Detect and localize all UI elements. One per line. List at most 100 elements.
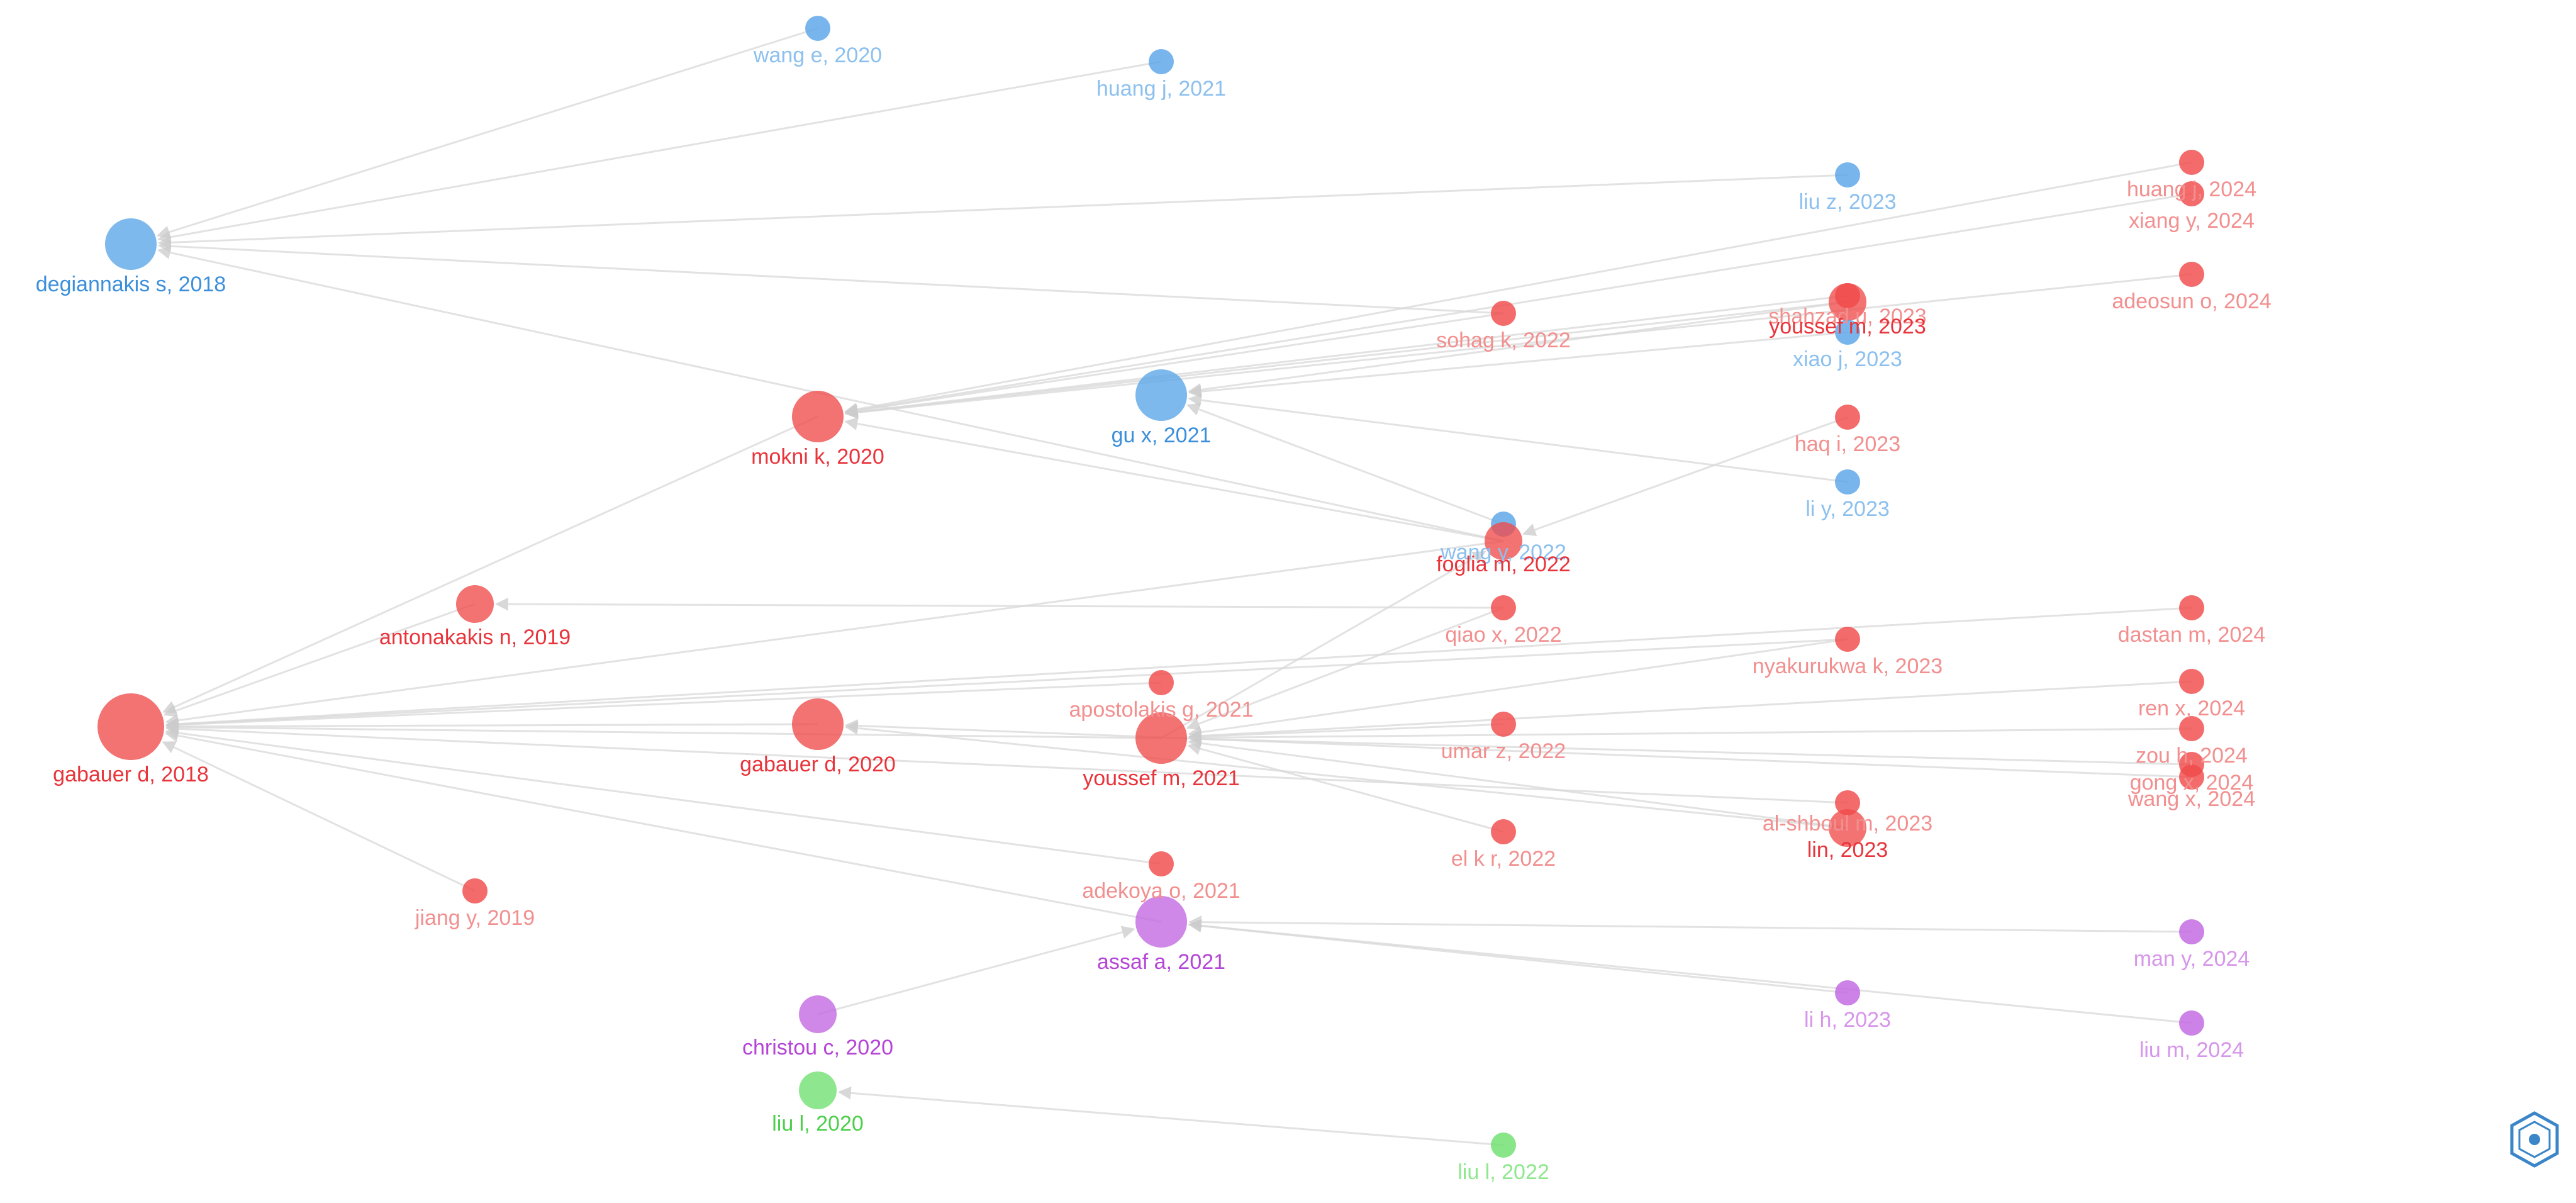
node-foglia2022[interactable] [1485, 522, 1522, 560]
node-label-gabauer2020: gabauer d, 2020 [740, 753, 896, 776]
citation-edge [1188, 919, 2192, 1024]
node-wangx2024[interactable] [2179, 764, 2204, 790]
citation-edge [157, 239, 1504, 315]
node-label-many2024: man y, 2024 [2134, 947, 2250, 971]
node-label-xiaoj2023: xiao j, 2023 [1793, 347, 1902, 371]
node-label-huangj2021: huang j, 2021 [1096, 77, 1226, 101]
node-christou2020[interactable] [799, 995, 837, 1033]
node-label-apostolakis2021: apostolakis g, 2021 [1069, 698, 1254, 722]
node-label-jiangy2019: jiang y, 2019 [415, 906, 535, 930]
citation-edge [844, 721, 1848, 829]
node-liul2020[interactable] [799, 1072, 837, 1109]
citation-edge [165, 681, 1162, 732]
node-lin2023[interactable] [1829, 809, 1866, 847]
citation-edge [162, 741, 476, 892]
node-nyakurukwa2023[interactable] [1835, 627, 1860, 652]
node-label-gux2021: gu x, 2021 [1112, 423, 1212, 447]
node-label-mokni2020: mokni k, 2020 [751, 445, 884, 469]
node-label-wange2020: wang e, 2020 [753, 43, 882, 67]
node-degiannakis2018[interactable] [105, 218, 157, 270]
node-jiangy2019[interactable] [462, 878, 488, 904]
citation-edge [1188, 727, 2192, 744]
label-layer: wang e, 2020 huang j, 2021 degiannakis s, … [36, 43, 2272, 1184]
node-liuz2023[interactable] [1835, 162, 1860, 187]
node-label-haqi2023: haq i, 2023 [1795, 432, 1900, 456]
node-label-adeosun2024: adeosun o, 2024 [2112, 289, 2271, 313]
citation-edge [165, 726, 1162, 865]
node-gux2021[interactable] [1135, 369, 1187, 421]
node-qiaox2022[interactable] [1491, 595, 1516, 620]
node-label-huang2024: huang j, 2024 [2127, 177, 2256, 201]
node-haqi2023[interactable] [1835, 405, 1860, 430]
node-gabauer2018[interactable] [98, 693, 164, 760]
citation-edge [1188, 638, 1848, 739]
citation-edge [1188, 723, 1504, 743]
citation-edge [844, 417, 1504, 542]
node-apostolakis2021[interactable] [1149, 670, 1174, 695]
citation-edge [1186, 403, 1504, 525]
citation-edge [817, 926, 1135, 1016]
node-label-lium2024: liu m, 2024 [2139, 1038, 2244, 1062]
citation-edge [156, 27, 818, 238]
node-wange2020[interactable] [805, 16, 830, 41]
node-label-youssef2023: youssef m, 2023 [1769, 315, 1926, 339]
node-label-sohagk2022: sohag k, 2022 [1436, 328, 1571, 352]
citation-edge [494, 597, 1504, 611]
citation-edge [165, 720, 818, 734]
node-antonakakis2019[interactable] [456, 585, 494, 623]
citation-edge [844, 294, 1848, 418]
node-label-liul2022: liu l, 2022 [1458, 1160, 1549, 1184]
node-renx2024[interactable] [2179, 669, 2204, 694]
node-dastan2024[interactable] [2179, 595, 2204, 620]
citation-edge [844, 719, 2192, 778]
node-lih2023[interactable] [1835, 980, 1860, 1005]
citation-edge [844, 273, 2192, 419]
node-label-umarz2022: umar z, 2022 [1441, 739, 1566, 763]
citation-edge [1161, 551, 1486, 739]
node-zouh2024[interactable] [2179, 716, 2204, 741]
node-lium2024[interactable] [2179, 1010, 2204, 1036]
node-huangj2021[interactable] [1149, 49, 1174, 74]
node-youssef2021[interactable] [1135, 712, 1187, 764]
citation-edge [1522, 416, 1848, 536]
node-label-foglia2022: foglia m, 2022 [1436, 552, 1571, 576]
node-mokni2020[interactable] [792, 391, 844, 442]
node-label-lin2023: lin, 2023 [1807, 838, 1888, 862]
node-label-gabauer2018: gabauer d, 2018 [53, 763, 209, 786]
citation-edge [157, 174, 1848, 249]
node-huang2024[interactable] [2179, 150, 2204, 175]
node-label-zouh2024: zou h, 2024 [2136, 744, 2248, 768]
node-sohagk2022[interactable] [1491, 301, 1516, 326]
node-liy2023[interactable] [1835, 469, 1860, 495]
node-umarz2022[interactable] [1491, 712, 1516, 737]
node-label-renx2024: ren x, 2024 [2138, 697, 2245, 720]
node-label-gong2024: gong x, 2024 [2130, 771, 2254, 795]
citation-edge [844, 312, 1504, 417]
citation-edge [1188, 732, 2192, 766]
node-label-liuz2023: liu z, 2023 [1799, 190, 1897, 214]
node-alshboul2023[interactable] [1835, 790, 1860, 815]
citation-edge [165, 607, 2192, 731]
citation-edge [844, 193, 2192, 417]
node-many2024[interactable] [2179, 919, 2204, 944]
node-layer [98, 16, 2204, 1158]
node-label-degiannakis2018: degiannakis s, 2018 [36, 272, 226, 296]
node-elkr2022[interactable] [1491, 819, 1516, 844]
vosviewer-logo-icon[interactable] [2508, 1111, 2561, 1168]
node-gabauer2020[interactable] [792, 698, 844, 750]
citation-edge [837, 1086, 1504, 1146]
node-youssef2023[interactable] [1829, 283, 1866, 321]
node-label-dastan2024: dastan m, 2024 [2118, 623, 2265, 647]
citation-edge [1188, 331, 1848, 398]
node-adekoya2021[interactable] [1149, 851, 1174, 876]
node-xiaoj2023[interactable] [1835, 320, 1860, 345]
node-adeosun2024[interactable] [2179, 262, 2204, 287]
node-label-youssef2021: youssef m, 2021 [1083, 766, 1239, 790]
node-liul2022[interactable] [1491, 1133, 1516, 1158]
node-xiangy2024[interactable] [2179, 181, 2204, 206]
node-assaf2021[interactable] [1135, 896, 1187, 948]
node-label-qiaox2022: qiao x, 2022 [1445, 623, 1561, 647]
citation-edge [1187, 742, 1504, 833]
node-label-nyakurukwa2023: nyakurukwa k, 2023 [1753, 654, 1943, 678]
